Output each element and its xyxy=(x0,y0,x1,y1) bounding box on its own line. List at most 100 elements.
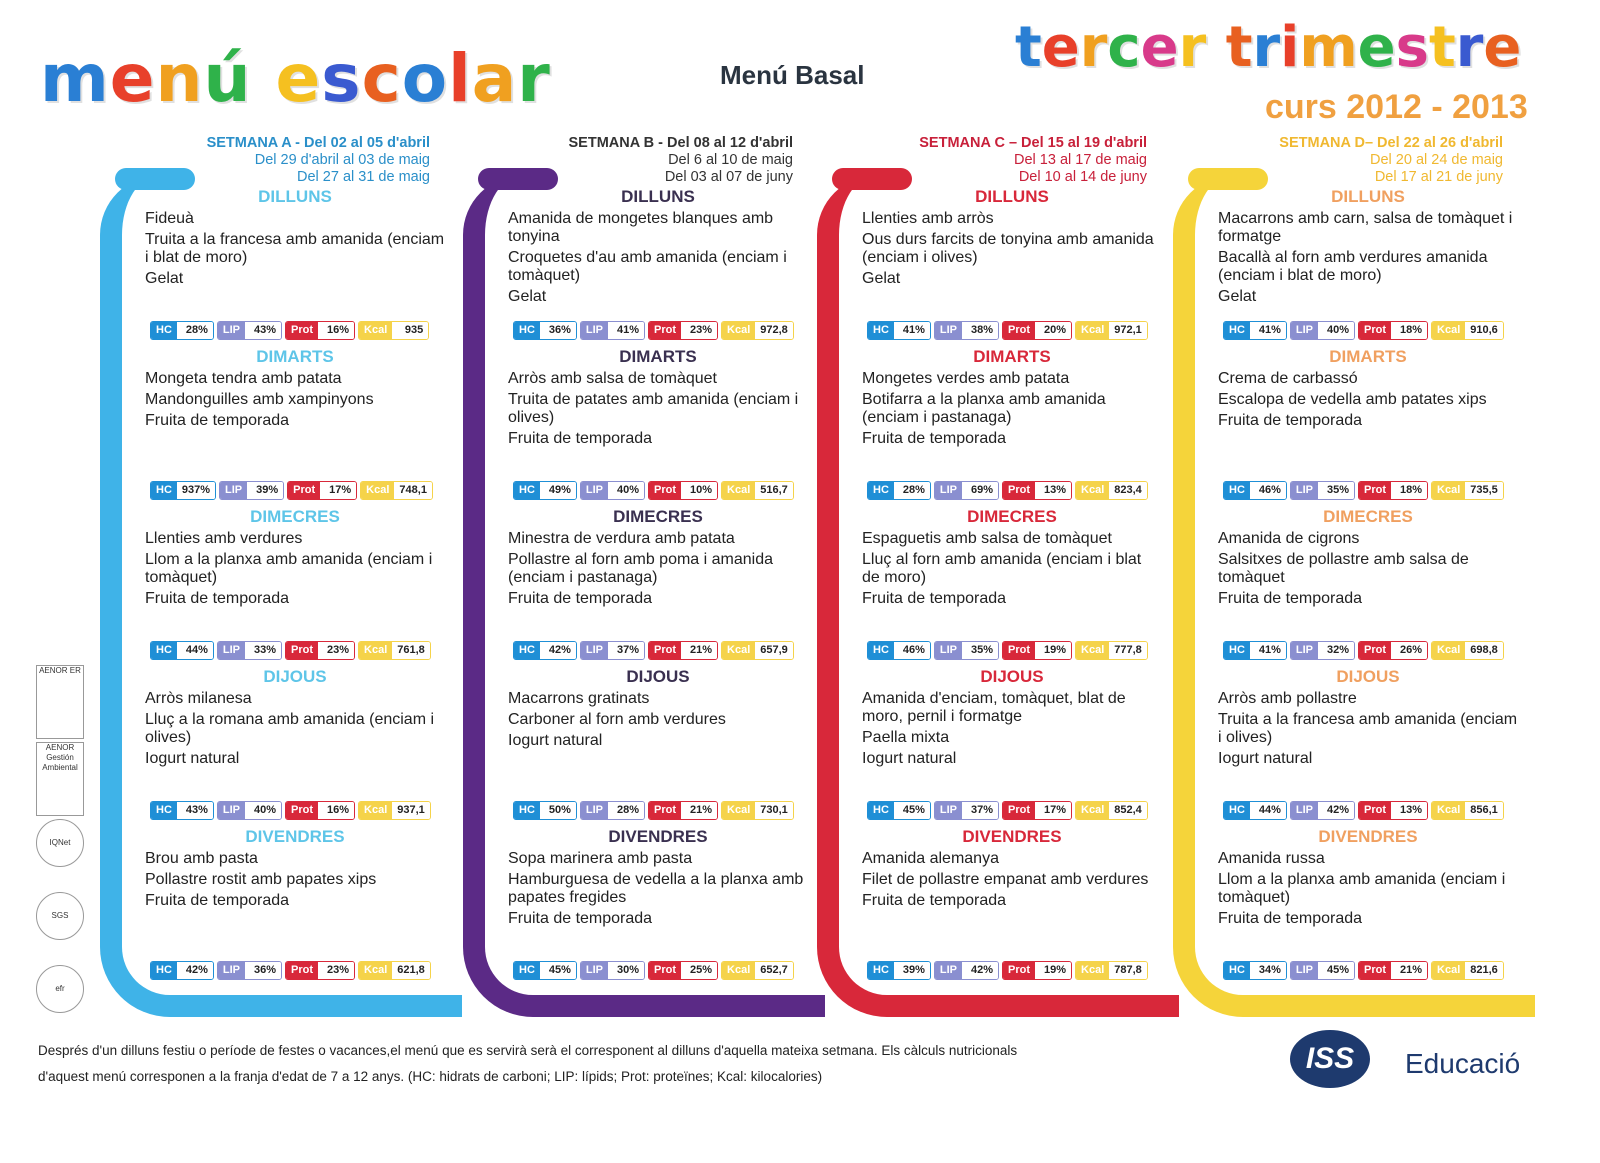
week-date-range: Del 10 al 14 de juny xyxy=(1018,169,1147,185)
nutrition-bar: HC 45% LIP 30% Prot 25% Kcal 652,7 xyxy=(513,961,794,980)
dish-item: Bacallà al forn amb verdures amanida (en… xyxy=(1218,249,1488,284)
nutrition-kcal: Kcal 852,4 xyxy=(1075,801,1148,820)
certification-logo: SGS xyxy=(36,892,84,940)
kcal-label: Kcal xyxy=(1076,482,1110,499)
hc-label: HC xyxy=(1224,962,1250,979)
week-column: SETMANA C – Del 15 al 19 d'abril Del 13 a… xyxy=(817,135,1202,1017)
week-date-range: Del 6 al 10 de maig xyxy=(668,152,793,168)
prot-label: Prot xyxy=(1359,802,1392,819)
lip-value: 28% xyxy=(608,802,645,819)
lip-label: LIP xyxy=(934,802,963,819)
lip-value: 38% xyxy=(962,322,999,339)
dish-item: Mandonguilles amb xampinyons xyxy=(145,391,374,408)
nutrition-prot: Prot 17% xyxy=(1002,801,1073,820)
kcal-value: 735,5 xyxy=(1465,482,1503,499)
subtitle-course: curs 2012 - 2013 xyxy=(1265,88,1528,126)
kcal-value: 910,6 xyxy=(1465,322,1503,339)
lip-label: LIP xyxy=(217,962,246,979)
lip-value: 30% xyxy=(608,962,645,979)
prot-label: Prot xyxy=(1359,642,1392,659)
week-bracket xyxy=(100,175,462,1017)
hc-value: 46% xyxy=(893,642,930,659)
kcal-label: Kcal xyxy=(722,962,756,979)
nutrition-lip: LIP 40% xyxy=(1289,321,1356,340)
prot-value: 20% xyxy=(1035,322,1072,339)
nutrition-hc: HC 36% xyxy=(513,321,577,340)
title-letter: e xyxy=(1041,15,1080,80)
day-heading: DILLUNS xyxy=(975,187,1049,206)
week-bracket-cap xyxy=(832,168,912,190)
prot-label: Prot xyxy=(286,962,319,979)
prot-value: 17% xyxy=(1035,802,1072,819)
nutrition-bar: HC 41% LIP 38% Prot 20% Kcal 972,1 xyxy=(867,321,1148,340)
title-letter: s xyxy=(321,40,362,117)
nutrition-prot: Prot 21% xyxy=(648,801,719,820)
title-letter: o xyxy=(401,40,449,117)
day-heading: DIMARTS xyxy=(256,347,334,366)
day-block: DIVENDRES Amanida alemanya Filet de pollas… xyxy=(862,827,1162,987)
nutrition-kcal: Kcal 735,5 xyxy=(1431,481,1504,500)
nutrition-prot: Prot 13% xyxy=(1002,481,1073,500)
dish-item: Botifarra a la planxa amb amanida (encia… xyxy=(862,391,1106,426)
title-letter: a xyxy=(471,40,518,117)
dish-item: Truita a la francesa amb amanida (enciam… xyxy=(145,231,445,266)
week-date-range: Del 29 d'abril al 03 de maig xyxy=(254,152,430,168)
nutrition-lip: LIP 37% xyxy=(579,641,646,660)
lip-value: 37% xyxy=(608,642,645,659)
kcal-label: Kcal xyxy=(1432,802,1466,819)
nutrition-hc: HC 49% xyxy=(513,481,577,500)
iss-logo: ISS xyxy=(1290,1030,1370,1088)
lip-label: LIP xyxy=(934,482,963,499)
hc-value: 39% xyxy=(893,962,930,979)
week-title: SETMANA C – Del 15 al 19 d'abril xyxy=(919,135,1147,151)
lip-value: 36% xyxy=(245,962,282,979)
nutrition-kcal: Kcal 787,8 xyxy=(1075,961,1148,980)
nutrition-hc: HC 44% xyxy=(150,641,214,660)
certification-logo: efr xyxy=(36,965,84,1013)
day-heading: DIMARTS xyxy=(973,347,1051,366)
lip-label: LIP xyxy=(1290,322,1319,339)
hc-label: HC xyxy=(151,642,177,659)
nutrition-prot: Prot 23% xyxy=(285,641,356,660)
dish-item: Gelat xyxy=(862,270,901,287)
nutrition-bar: HC 44% LIP 42% Prot 13% Kcal 856,1 xyxy=(1223,801,1504,820)
week-date-range: Del 20 al 24 de maig xyxy=(1370,152,1503,168)
nutrition-prot: Prot 26% xyxy=(1358,641,1429,660)
nutrition-lip: LIP 41% xyxy=(579,321,646,340)
dish-item: Lluç al forn amb amanida (enciam i blat … xyxy=(862,551,1142,586)
dish-item: Lluç a la romana amb amanida (enciam i o… xyxy=(145,711,435,746)
dish-item: Fruita de temporada xyxy=(1218,412,1363,429)
day-heading: DIMARTS xyxy=(1329,347,1407,366)
hc-value: 28% xyxy=(176,322,213,339)
hc-label: HC xyxy=(151,962,177,979)
nutrition-lip: LIP 28% xyxy=(579,801,646,820)
dish-item: Arròs amb salsa de tomàquet xyxy=(508,370,717,387)
prot-value: 19% xyxy=(1035,642,1072,659)
nutrition-hc: HC 44% xyxy=(1223,801,1287,820)
week-date-range: Del 03 al 07 de juny xyxy=(664,169,793,185)
dish-item: Amanida d'enciam, tomàquet, blat de moro… xyxy=(862,690,1126,725)
kcal-label: Kcal xyxy=(359,322,393,339)
prot-value: 13% xyxy=(1391,802,1428,819)
day-block: DIMARTS Mongeta tendra amb patata Mandongu… xyxy=(145,347,445,507)
nutrition-kcal: Kcal 856,1 xyxy=(1431,801,1504,820)
prot-value: 23% xyxy=(681,322,718,339)
dish-item: Espaguetis amb salsa de tomàquet xyxy=(862,530,1112,547)
nutrition-hc: HC 50% xyxy=(513,801,577,820)
title-tercer-trimestre: tercer trimestre xyxy=(1015,14,1521,82)
nutrition-kcal: Kcal 657,9 xyxy=(721,641,794,660)
kcal-value: 652,7 xyxy=(755,962,793,979)
kcal-value: 937,1 xyxy=(392,802,430,819)
lip-value: 39% xyxy=(247,482,284,499)
kcal-value: 657,9 xyxy=(755,642,793,659)
nutrition-hc: HC 46% xyxy=(867,641,931,660)
prot-value: 23% xyxy=(318,962,355,979)
lip-label: LIP xyxy=(580,482,609,499)
lip-value: 42% xyxy=(1318,802,1355,819)
kcal-value: 821,6 xyxy=(1465,962,1503,979)
lip-value: 40% xyxy=(245,802,282,819)
dish-item: Pollastre al forn amb poma i amanida (en… xyxy=(508,551,774,586)
dish-item: Fruita de temporada xyxy=(508,430,653,447)
dish-item: Gelat xyxy=(1218,288,1257,305)
nutrition-kcal: Kcal 935 xyxy=(358,321,430,340)
